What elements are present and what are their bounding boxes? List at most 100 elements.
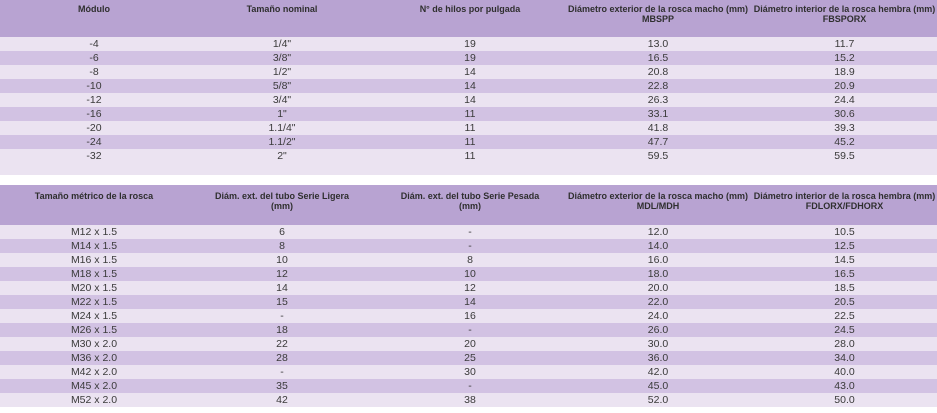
- table-cell: 30.6: [752, 107, 937, 121]
- table-cell: 45.0: [564, 379, 752, 393]
- table-cell: 8: [376, 253, 564, 267]
- table-cell: 12: [376, 281, 564, 295]
- table-cell: 20.5: [752, 295, 937, 309]
- table-cell: 22.8: [564, 79, 752, 93]
- table-cell: 19: [376, 37, 564, 51]
- table-cell: 5/8": [188, 79, 376, 93]
- table-cell: -16: [0, 107, 188, 121]
- header-diametro-exterior-macho: Diámetro exterior de la rosca macho (mm)…: [564, 185, 752, 225]
- table-cell: 22: [188, 337, 376, 351]
- table-cell: -: [188, 365, 376, 379]
- header-diametro-interior-hembra: Diámetro interior de la rosca hembra (mm…: [752, 0, 937, 37]
- table-cell: 13.0: [564, 37, 752, 51]
- table-cell: 11: [376, 107, 564, 121]
- table-cell: 40.0: [752, 365, 937, 379]
- table-row: M20 x 1.5 14 12 20.0 18.5: [0, 281, 937, 295]
- table-cell: -12: [0, 93, 188, 107]
- table-row: -10 5/8" 14 22.8 20.9: [0, 79, 937, 93]
- table-cell: M16 x 1.5: [0, 253, 188, 267]
- table-cell: -: [376, 239, 564, 253]
- table-cell: 15.2: [752, 51, 937, 65]
- table-cell: 20: [376, 337, 564, 351]
- table-cell: 11.7: [752, 37, 937, 51]
- table-row: M14 x 1.5 8-14.0 12.5: [0, 239, 937, 253]
- table-cell: 41.8: [564, 121, 752, 135]
- table-row: -12 3/4" 14 26.3 24.4: [0, 93, 937, 107]
- table-cell: 22.0: [564, 295, 752, 309]
- table-cell: 18.5: [752, 281, 937, 295]
- table-cell: 34.0: [752, 351, 937, 365]
- table-cell: 20.8: [564, 65, 752, 79]
- header-serie-ligera: Diám. ext. del tubo Serie Ligera (mm): [188, 185, 376, 225]
- table-cell: 14: [188, 281, 376, 295]
- table-cell: 12.5: [752, 239, 937, 253]
- table-cell: 39.3: [752, 121, 937, 135]
- table-cell: 1/2": [188, 65, 376, 79]
- table-cell: 59.5: [752, 149, 937, 163]
- table-cell: 26.3: [564, 93, 752, 107]
- table-cell: 10.5: [752, 225, 937, 239]
- table-cell: M52 x 2.0: [0, 393, 188, 407]
- header-tamano-metrico: Tamaño métrico de la rosca: [0, 185, 188, 225]
- table-row: M52 x 2.0 42 38 52.0 50.0: [0, 393, 937, 407]
- table-cell: 18.9: [752, 65, 937, 79]
- table-cell: 36.0: [564, 351, 752, 365]
- spacer-cell: [752, 163, 937, 175]
- table-row: -24 1.1/2" 11 47.7 45.2: [0, 135, 937, 149]
- table-cell: -: [376, 323, 564, 337]
- table-cell: M18 x 1.5: [0, 267, 188, 281]
- table-cell: 3/8": [188, 51, 376, 65]
- table-cell: -24: [0, 135, 188, 149]
- table-cell: 11: [376, 121, 564, 135]
- table-cell: 42.0: [564, 365, 752, 379]
- table-cell: -10: [0, 79, 188, 93]
- table-cell: 6: [188, 225, 376, 239]
- table-row: M26 x 1.5 18-26.0 24.5: [0, 323, 937, 337]
- spacer-cell: [0, 163, 188, 175]
- table-row: M36 x 2.0 28 25 36.0 34.0: [0, 351, 937, 365]
- table-cell: M45 x 2.0: [0, 379, 188, 393]
- table-cell: M24 x 1.5: [0, 309, 188, 323]
- table-cell: 38: [376, 393, 564, 407]
- thread-table-bsp: Módulo Tamaño nominal N° de hilos por pu…: [0, 0, 937, 175]
- table-cell: 28: [188, 351, 376, 365]
- table-cell: M12 x 1.5: [0, 225, 188, 239]
- table-cell: 1": [188, 107, 376, 121]
- table-row: -16 1" 11 33.1 30.6: [0, 107, 937, 121]
- table-row: M18 x 1.5 12 10 18.0 16.5: [0, 267, 937, 281]
- table-cell: -: [188, 309, 376, 323]
- spacer-cell: [376, 163, 564, 175]
- table-cell: 24.0: [564, 309, 752, 323]
- table-cell: 2": [188, 149, 376, 163]
- table-cell: 1.1/4": [188, 121, 376, 135]
- header-serie-pesada: Diám. ext. del tubo Serie Pesada (mm): [376, 185, 564, 225]
- table-cell: -20: [0, 121, 188, 135]
- table-cell: -: [376, 225, 564, 239]
- table-cell: 26.0: [564, 323, 752, 337]
- table-row: M16 x 1.5 10 8 16.0 14.5: [0, 253, 937, 267]
- table-row: M22 x 1.5 15 14 22.0 20.5: [0, 295, 937, 309]
- table-cell: M26 x 1.5: [0, 323, 188, 337]
- table-row: M12 x 1.5 6-12.0 10.5: [0, 225, 937, 239]
- table-cell: 1/4": [188, 37, 376, 51]
- table-row: M30 x 2.0 22 20 30.0 28.0: [0, 337, 937, 351]
- table-spacer-row: [0, 163, 937, 175]
- table-row: M45 x 2.0 35-45.0 43.0: [0, 379, 937, 393]
- table-cell: 14: [376, 65, 564, 79]
- table-cell: M42 x 2.0: [0, 365, 188, 379]
- table-cell: 14: [376, 79, 564, 93]
- table-cell: 12: [188, 267, 376, 281]
- table-cell: 16.0: [564, 253, 752, 267]
- spacer-cell: [188, 163, 376, 175]
- table-cell: 11: [376, 149, 564, 163]
- table-cell: 8: [188, 239, 376, 253]
- table-cell: 30: [376, 365, 564, 379]
- table-cell: 16.5: [752, 267, 937, 281]
- table-cell: 1.1/2": [188, 135, 376, 149]
- table-cell: 15: [188, 295, 376, 309]
- header-diametro-exterior-macho: Diámetro exterior de la rosca macho (mm)…: [564, 0, 752, 37]
- table-row: -8 1/2" 14 20.8 18.9: [0, 65, 937, 79]
- table-cell: M22 x 1.5: [0, 295, 188, 309]
- table-cell: 30.0: [564, 337, 752, 351]
- spacer-cell: [564, 163, 752, 175]
